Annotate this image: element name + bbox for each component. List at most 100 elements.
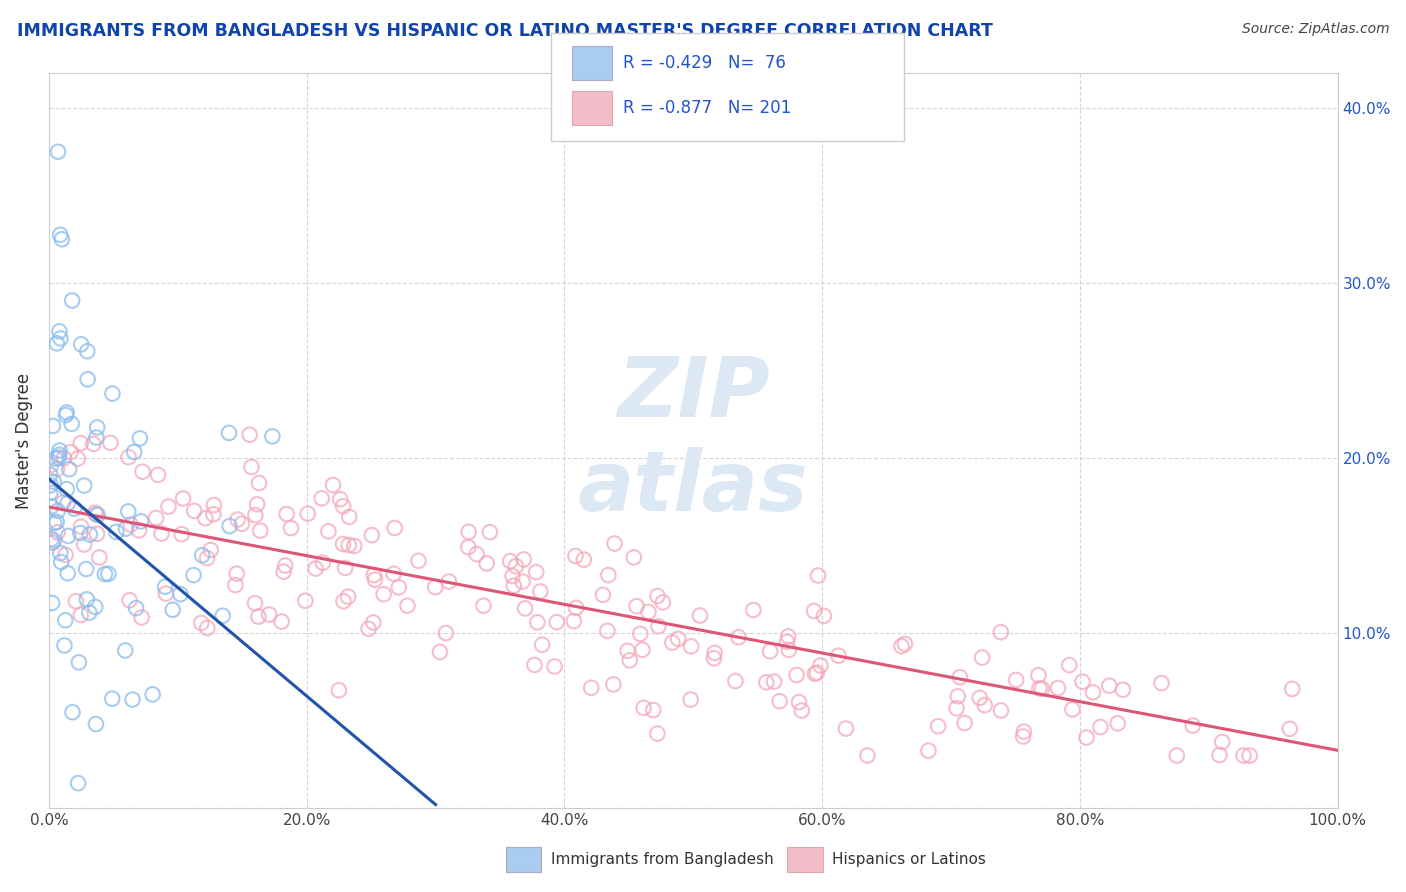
Point	[274, 558, 297, 573]
Point	[86, 420, 108, 434]
Point	[129, 431, 152, 445]
Point	[115, 522, 138, 536]
Point	[218, 519, 240, 533]
Point	[523, 657, 546, 672]
Point	[48, 443, 70, 458]
Point	[48, 450, 70, 465]
Point	[218, 425, 240, 440]
Point	[835, 722, 858, 736]
Point	[505, 559, 527, 574]
Point	[827, 648, 849, 663]
Point	[195, 551, 218, 566]
Point	[120, 517, 142, 532]
Point	[475, 557, 498, 571]
Point	[169, 587, 191, 601]
Point	[53, 639, 76, 653]
Point	[150, 526, 173, 541]
Point	[524, 565, 547, 579]
Point	[75, 562, 97, 576]
Point	[457, 524, 479, 539]
Point	[49, 331, 72, 345]
Point	[53, 613, 76, 627]
Point	[651, 595, 673, 609]
Point	[689, 608, 711, 623]
Point	[679, 692, 702, 706]
Point	[565, 600, 588, 615]
Point	[45, 515, 67, 529]
Point	[343, 539, 366, 553]
Point	[76, 344, 98, 359]
Point	[396, 599, 419, 613]
Point	[813, 608, 835, 623]
Point	[86, 431, 108, 445]
Point	[58, 462, 80, 476]
Point	[76, 372, 98, 386]
Point	[55, 405, 77, 419]
Point	[146, 467, 169, 482]
Point	[531, 638, 554, 652]
Text: Hispanics or Latinos: Hispanics or Latinos	[832, 853, 986, 867]
Point	[759, 644, 782, 658]
Point	[39, 478, 62, 492]
Point	[373, 587, 395, 601]
Point	[969, 690, 991, 705]
Point	[117, 504, 139, 518]
Point	[225, 566, 247, 581]
Point	[41, 458, 63, 472]
Point	[56, 496, 79, 510]
Point	[245, 508, 267, 523]
Point	[742, 603, 765, 617]
Point	[69, 436, 91, 450]
Point	[41, 532, 63, 546]
Point	[84, 506, 107, 520]
Point	[1239, 748, 1261, 763]
Point	[337, 590, 360, 604]
Point	[46, 504, 69, 518]
Point	[48, 448, 70, 462]
Text: ZIP
atlas: ZIP atlas	[578, 353, 808, 528]
Point	[73, 478, 96, 492]
Point	[257, 607, 280, 622]
Point	[472, 599, 495, 613]
Point	[249, 524, 271, 538]
Point	[79, 606, 101, 620]
Point	[118, 593, 141, 607]
Point	[67, 656, 90, 670]
Point	[755, 675, 778, 690]
Point	[239, 427, 262, 442]
Point	[363, 568, 385, 582]
Point	[628, 627, 651, 641]
Point	[52, 451, 75, 466]
Point	[183, 504, 205, 518]
Point	[131, 610, 153, 624]
Point	[100, 435, 122, 450]
Point	[856, 748, 879, 763]
Point	[512, 574, 534, 589]
Point	[643, 703, 665, 717]
Point	[65, 594, 87, 608]
Point	[1278, 722, 1301, 736]
Point	[79, 527, 101, 541]
Point	[1071, 674, 1094, 689]
Point	[329, 492, 352, 507]
Point	[114, 643, 136, 657]
Point	[1166, 748, 1188, 763]
Point	[101, 386, 124, 401]
Point	[335, 561, 357, 575]
Point	[41, 535, 63, 549]
Point	[1081, 685, 1104, 699]
Point	[513, 601, 536, 615]
Point	[247, 609, 270, 624]
Point	[246, 497, 269, 511]
Point	[270, 615, 292, 629]
Point	[128, 524, 150, 538]
Point	[51, 232, 73, 246]
Point	[778, 629, 800, 643]
Point	[945, 701, 967, 715]
Point	[105, 524, 128, 539]
Point	[596, 624, 619, 638]
Point	[681, 640, 703, 654]
Point	[56, 566, 79, 581]
Point	[807, 568, 830, 582]
Point	[42, 418, 65, 433]
